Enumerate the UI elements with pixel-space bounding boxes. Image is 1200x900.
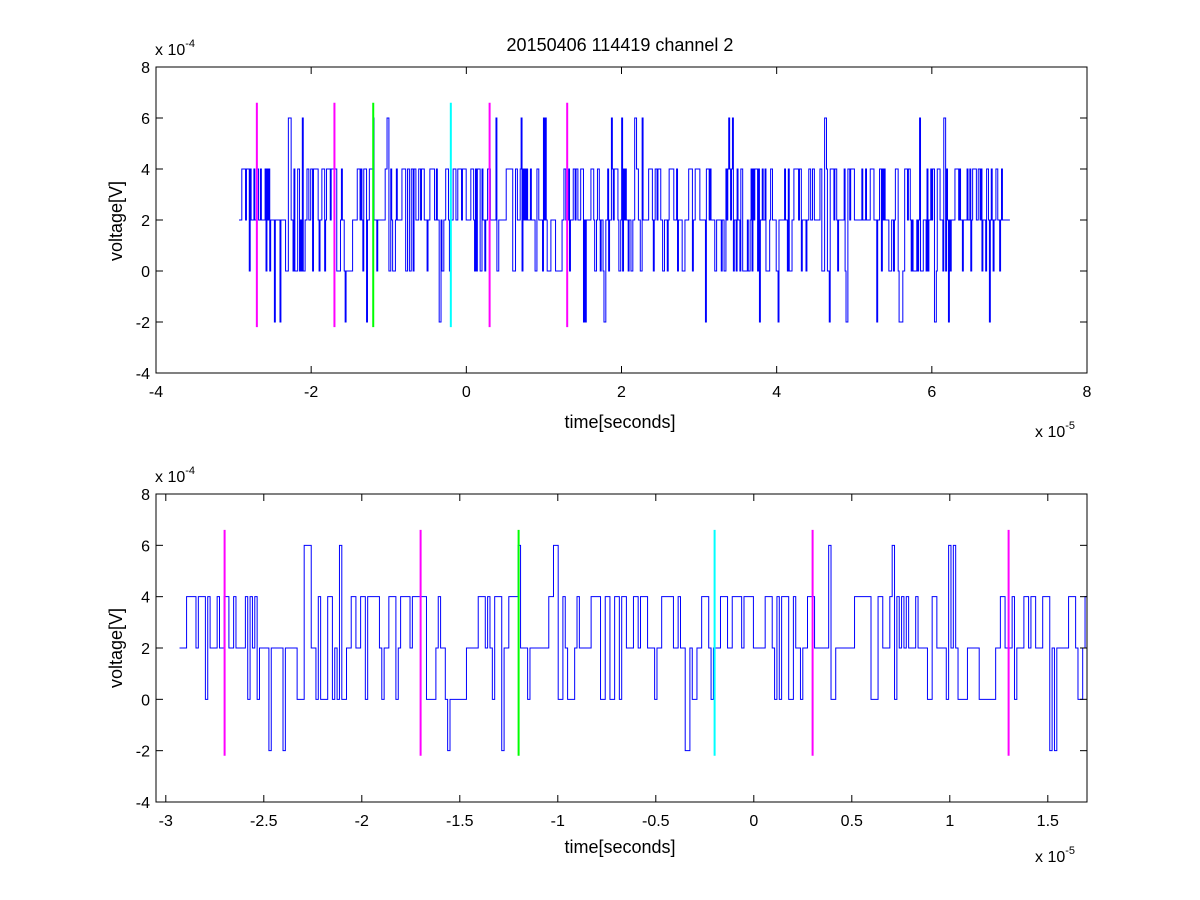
y-multiplier: x 10-4 (155, 38, 195, 59)
x-tick-label: 8 (1083, 384, 1092, 401)
y-tick-label: 2 (141, 641, 150, 658)
x-multiplier-base: x 10 (1035, 849, 1065, 866)
signal-trace (179, 544, 1087, 752)
y-tick-label: 8 (141, 487, 150, 504)
chart-title: 20150406 114419 channel 2 (507, 35, 734, 55)
y-axis-label: voltage[V] (106, 181, 126, 261)
x-tick-label: -3 (159, 813, 173, 830)
signal-group-top (239, 117, 1010, 323)
x-tick-label: 4 (772, 384, 781, 401)
y-tick-label: 8 (141, 60, 150, 77)
x-tick-label: 1 (945, 813, 954, 830)
y-tick-label: 6 (141, 538, 150, 555)
y-multiplier-exp: -4 (185, 38, 195, 50)
x-tick-label: -1 (551, 813, 565, 830)
x-tick-label: -1.5 (446, 813, 474, 830)
y-tick-label: 4 (141, 162, 150, 179)
x-multiplier: x 10-5 (1035, 420, 1075, 441)
y-tick-label: -4 (136, 366, 150, 383)
ticks-group-top: -4 -2 0 2 4 6 8 -4 -2 0 2 4 6 8 (136, 60, 1092, 401)
x-axis-label: time[seconds] (564, 837, 675, 857)
y-tick-label: 0 (141, 264, 150, 281)
x-multiplier-exp: -5 (1065, 420, 1075, 432)
x-tick-label: 6 (927, 384, 936, 401)
x-tick-label: -4 (149, 384, 163, 401)
x-multiplier-base: x 10 (1035, 424, 1065, 441)
x-tick-label: 0 (749, 813, 758, 830)
x-tick-label: -2 (304, 384, 318, 401)
x-tick-label: 0 (462, 384, 471, 401)
x-tick-label: -0.5 (642, 813, 670, 830)
markers-group-top (255, 102, 569, 328)
markers-group-bottom (223, 529, 1010, 756)
y-tick-label: 2 (141, 213, 150, 230)
y-multiplier-base: x 10 (155, 42, 185, 59)
subplot-top: 20150406 114419 channel 2 -4 -2 0 2 4 6 8 -4 -2 0… (106, 35, 1092, 441)
x-axis-label: time[seconds] (564, 412, 675, 432)
y-axis-label: voltage[V] (106, 608, 126, 688)
x-tick-label: 2 (617, 384, 626, 401)
subplot-bottom: -3 -2.5 -2 -1.5 -1 -0.5 0 0.5 1 1.5 -4 -2 0 2 4 6 8 time… (106, 465, 1088, 866)
x-multiplier-exp: -5 (1065, 845, 1075, 857)
y-multiplier-exp: -4 (185, 465, 195, 477)
signal-group-bottom (179, 544, 1087, 752)
x-tick-label: 0.5 (841, 813, 863, 830)
signal-trace (239, 117, 1010, 323)
y-tick-label: -2 (136, 744, 150, 761)
x-multiplier: x 10-5 (1035, 845, 1075, 866)
ticks-group-bottom: -3 -2.5 -2 -1.5 -1 -0.5 0 0.5 1 1.5 -4 -2 0 2 4 6 8 (136, 487, 1087, 830)
y-tick-label: -4 (136, 795, 150, 812)
y-tick-label: 0 (141, 692, 150, 709)
y-tick-label: -2 (136, 315, 150, 332)
y-multiplier-base: x 10 (155, 469, 185, 486)
y-tick-label: 6 (141, 111, 150, 128)
x-tick-label: -2.5 (250, 813, 278, 830)
y-tick-label: 4 (141, 590, 150, 607)
x-tick-label: 1.5 (1037, 813, 1059, 830)
x-tick-label: -2 (355, 813, 369, 830)
y-multiplier: x 10-4 (155, 465, 195, 486)
